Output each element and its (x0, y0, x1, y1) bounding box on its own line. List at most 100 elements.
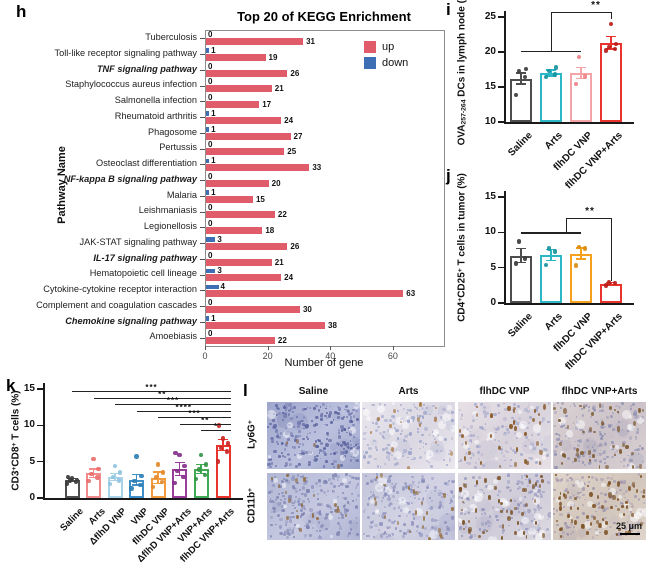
tissue-speckle (566, 425, 570, 429)
kegg-x-tick-label: 60 (387, 351, 398, 361)
data-point (159, 479, 165, 485)
kegg-down-value: 1 (211, 108, 216, 118)
kegg-up-bar (206, 116, 282, 124)
tissue-speckle (319, 503, 324, 507)
tissue-speckle (613, 521, 616, 524)
tissue-speckle (484, 414, 488, 418)
tissue-speckle (275, 414, 278, 416)
tissue-speckle (467, 448, 470, 450)
tissue-speckle (318, 479, 321, 483)
tissue-speckle (321, 450, 324, 453)
kegg-up-bar (206, 101, 260, 108)
tissue-speckle (625, 444, 629, 450)
tissue-speckle (536, 505, 541, 509)
data-point (139, 474, 144, 479)
tissue-speckle (611, 444, 615, 448)
tissue-speckle (446, 527, 450, 531)
tissue-speckle (537, 485, 540, 489)
tissue-speckle (326, 438, 329, 441)
tissue-speckle (287, 480, 291, 484)
tissue-speckle (587, 527, 592, 531)
tissue-speckle (537, 529, 540, 532)
tissue-speckle (605, 521, 609, 525)
tissue-speckle (285, 479, 288, 482)
bar-arts-j (540, 254, 562, 303)
tissue-speckle (349, 427, 357, 434)
tissue-speckle (388, 418, 393, 423)
y-tick-mark (498, 121, 504, 123)
tissue-speckle (632, 420, 636, 426)
y-axis-line-j (504, 191, 506, 305)
tissue-speckle (599, 522, 602, 528)
tissue-speckle (451, 410, 455, 414)
tissue-speckle (399, 529, 402, 533)
tissue-speckle (327, 414, 332, 418)
tissue-speckle (404, 483, 407, 486)
tissue-speckle (327, 478, 331, 482)
tissue-speckle (296, 481, 299, 485)
tissue-speckle (618, 512, 624, 518)
tissue-speckle (304, 525, 306, 527)
tissue-speckle (460, 512, 463, 516)
data-point (203, 462, 209, 467)
tissue-speckle (410, 523, 414, 527)
tissue-speckle (363, 407, 365, 410)
tissue-speckle (303, 424, 306, 427)
tissue-speckle (616, 497, 620, 501)
tissue-speckle (625, 501, 628, 504)
tissue-speckle (630, 524, 633, 527)
tissue-speckle (480, 522, 485, 526)
tissue-speckle (574, 480, 579, 485)
tissue-speckle (623, 493, 626, 495)
label-part: CD3 (10, 470, 22, 491)
tissue-speckle (293, 426, 295, 428)
tissue-speckle (284, 520, 289, 524)
tissue-speckle (592, 407, 596, 411)
y-tick-mark (498, 231, 504, 234)
tissue-speckle (497, 411, 501, 415)
tissue-speckle (482, 405, 487, 410)
tissue-speckle (470, 441, 473, 443)
tissue-speckle (301, 474, 305, 478)
tissue-speckle (344, 508, 347, 511)
tissue-speckle (422, 446, 425, 448)
tissue-speckle (300, 493, 303, 496)
tissue-speckle (325, 460, 328, 463)
tissue-speckle (524, 431, 528, 437)
tissue-speckle (435, 449, 438, 452)
tissue-speckle (306, 489, 310, 493)
tissue-speckle (281, 491, 284, 495)
tissue-speckle (279, 531, 284, 535)
tissue-speckle (639, 522, 643, 527)
tissue-speckle (304, 480, 308, 484)
kegg-down-value: 0 (208, 30, 213, 39)
kegg-up-value: 63 (406, 289, 416, 298)
tissue-speckle (356, 477, 360, 481)
tissue-speckle (316, 438, 319, 441)
tissue-speckle (511, 417, 514, 420)
tissue-speckle (390, 440, 398, 449)
tissue-speckle (411, 501, 414, 504)
histology-column-header-flhdc-vnp-arts: flhDC VNP+Arts (561, 386, 638, 397)
tissue-speckle (481, 453, 484, 456)
tissue-speckle (336, 506, 340, 511)
tissue-speckle (613, 474, 615, 477)
tissue-speckle (362, 454, 366, 458)
tissue-speckle (317, 492, 320, 495)
tissue-speckle (459, 429, 461, 433)
tissue-speckle (285, 491, 288, 495)
kegg-down-value: 1 (211, 45, 216, 55)
tissue-speckle (430, 476, 434, 480)
tissue-speckle (416, 413, 419, 416)
tissue-speckle (303, 477, 307, 482)
tissue-speckle (446, 527, 451, 531)
tissue-speckle (584, 520, 593, 529)
sig-top-line-i (551, 12, 611, 14)
error-cap-bottom (576, 258, 586, 260)
kegg-down-bar (206, 316, 210, 321)
tissue-speckle (512, 409, 516, 413)
tissue-speckle (542, 404, 546, 410)
tissue-speckle (342, 443, 345, 446)
tissue-speckle (541, 455, 546, 460)
tissue-speckle (391, 520, 395, 525)
